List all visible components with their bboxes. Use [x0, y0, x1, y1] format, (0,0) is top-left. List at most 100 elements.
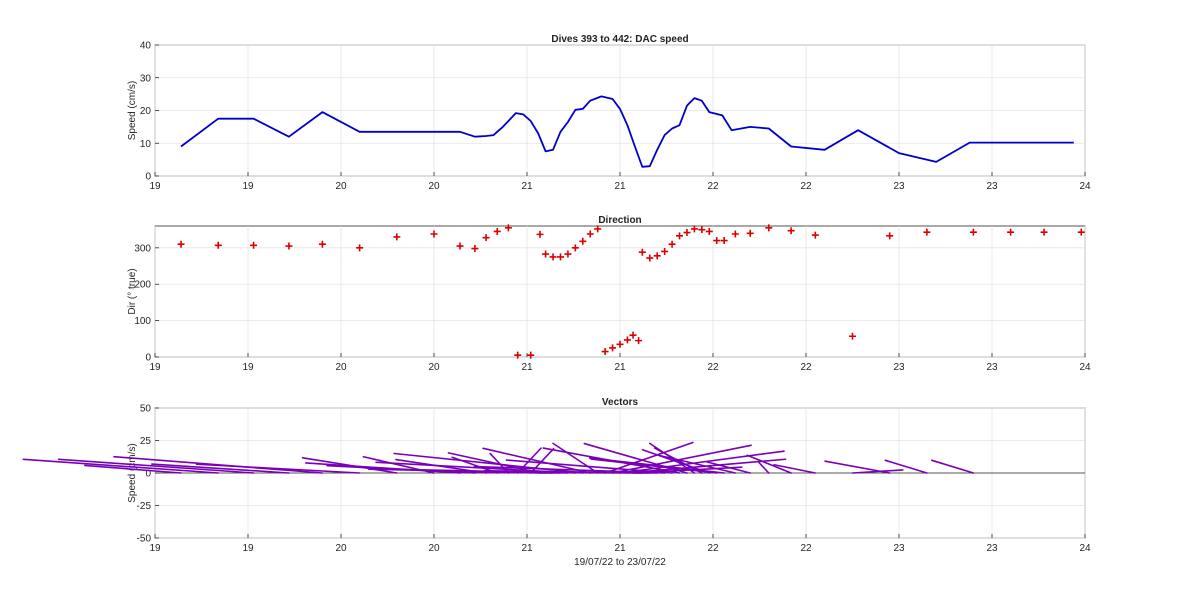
vector-stick — [483, 469, 659, 474]
direction-marker — [661, 247, 669, 255]
direction-marker — [653, 252, 661, 260]
direction-marker — [285, 242, 293, 250]
vectors-chart-title: Vectors — [602, 397, 639, 408]
speed-grid — [154, 44, 1086, 177]
direction-marker — [393, 233, 401, 241]
direction-grid — [154, 226, 1086, 358]
direction-x-tick-label: 20 — [335, 362, 347, 373]
vector-stick — [746, 454, 792, 474]
vector-stick — [84, 464, 182, 474]
speed-x-tick-label: 23 — [986, 181, 998, 192]
direction-marker — [886, 232, 894, 240]
vectors-x-tick-label: 19 — [149, 543, 161, 554]
direction-marker — [504, 224, 512, 232]
speed-y-tick-label: 0 — [145, 172, 151, 183]
direction-marker — [356, 244, 364, 252]
direction-marker — [623, 336, 631, 344]
direction-marker — [527, 351, 535, 359]
direction-marker — [635, 337, 643, 345]
direction-marker — [787, 227, 795, 235]
direction-x-tick-label: 21 — [614, 362, 626, 373]
vector-stick — [658, 454, 737, 474]
speed-y-tick-label: 40 — [140, 41, 152, 52]
direction-marker — [542, 250, 550, 258]
vectors-x-tick-label: 21 — [521, 543, 533, 554]
speed-x-tick-label: 20 — [428, 181, 440, 192]
direction-marker — [811, 231, 819, 239]
direction-marker — [616, 340, 624, 348]
vector-stick — [611, 444, 752, 474]
vector-stick — [884, 459, 928, 474]
vectors-y-tick-label: 0 — [145, 469, 151, 480]
vectors-x-tick-label: 24 — [1079, 543, 1091, 554]
vector-stick — [590, 458, 718, 474]
direction-marker — [969, 228, 977, 236]
vector-stick — [706, 461, 752, 474]
speed-x-tick-label: 23 — [893, 181, 905, 192]
vector-stick — [773, 463, 817, 474]
direction-y-tick-label: 100 — [134, 316, 151, 327]
direction-marker — [549, 253, 557, 261]
direction-marker — [731, 230, 739, 238]
direction-x-tick-label: 21 — [521, 362, 533, 373]
speed-y-axis-label: Speed (cm/s) — [127, 81, 138, 140]
speed-line — [180, 95, 1074, 168]
speed-x-tick-label: 20 — [335, 181, 347, 192]
direction-marker — [514, 351, 522, 359]
direction-marker — [676, 232, 684, 240]
direction-marker — [456, 242, 464, 250]
vectors-y-axis-label: Speed (cm/s) — [127, 443, 138, 502]
vector-stick — [824, 460, 891, 474]
direction-marker — [765, 224, 773, 232]
direction-marker — [1007, 228, 1015, 236]
speed-y-tick-label: 30 — [140, 73, 152, 84]
direction-marker — [629, 331, 637, 339]
vectors-panel: Vectors Speed (cm/s) 19/07/22 to 23/07/2… — [22, 397, 1091, 568]
direction-x-tick-label: 20 — [428, 362, 440, 373]
direction-marker — [556, 253, 564, 261]
vectors-y-tick-label: -50 — [137, 534, 152, 545]
direction-marker — [746, 229, 754, 237]
vector-stick — [383, 468, 569, 474]
vector-stick — [758, 461, 770, 474]
direction-marker — [1077, 228, 1085, 236]
speed-y-tick-label: 10 — [140, 139, 152, 150]
vector-stick — [552, 442, 599, 474]
vectors-x-tick-label: 22 — [707, 543, 719, 554]
direction-marker — [564, 250, 572, 258]
direction-marker — [668, 240, 676, 248]
direction-chart-title: Direction — [598, 215, 641, 226]
direction-marker — [177, 240, 185, 248]
vector-stick — [22, 458, 220, 474]
speed-panel: Dives 393 to 442: DAC speed Speed (cm/s)… — [127, 34, 1091, 192]
direction-x-tick-label: 19 — [242, 362, 254, 373]
direction-marker — [683, 229, 691, 237]
direction-marker — [713, 237, 721, 245]
speed-x-tick-label: 19 — [242, 181, 254, 192]
direction-x-tick-label: 19 — [149, 362, 161, 373]
direction-marker — [586, 230, 594, 238]
direction-x-tick-label: 22 — [707, 362, 719, 373]
direction-marker — [923, 228, 931, 236]
vectors-y-tick-label: -25 — [137, 501, 152, 512]
direction-y-axis-label: Dir (° true) — [127, 268, 138, 314]
direction-marker — [638, 248, 646, 256]
vectors-x-tick-label: 23 — [986, 543, 998, 554]
direction-marker — [646, 254, 654, 262]
vectors-x-tick-label: 20 — [335, 543, 347, 554]
direction-marker — [705, 227, 713, 235]
direction-marker — [471, 245, 479, 253]
vectors-x-tick-label: 22 — [800, 543, 812, 554]
speed-x-tick-label: 22 — [800, 181, 812, 192]
vectors-x-tick-label: 23 — [893, 543, 905, 554]
direction-marker — [493, 227, 501, 235]
direction-marker — [690, 225, 698, 233]
vector-stick — [57, 458, 255, 474]
vectors-y-tick-label: 50 — [140, 404, 152, 415]
vector-stick — [641, 448, 711, 474]
vector-stick — [505, 459, 673, 474]
vectors-x-axis-label: 19/07/22 to 23/07/22 — [574, 557, 666, 568]
vector-stick — [473, 465, 666, 474]
direction-marker — [609, 344, 617, 352]
